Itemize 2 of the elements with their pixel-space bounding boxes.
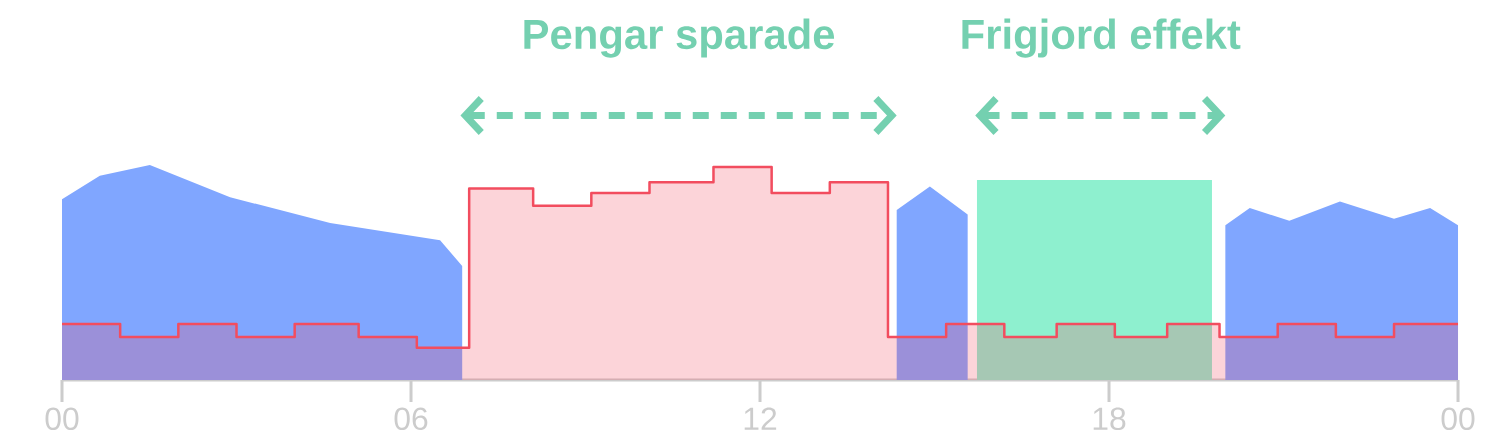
text: Pengar sparade	[524, 18, 835, 58]
text: Frigjord effekt	[962, 18, 1241, 58]
